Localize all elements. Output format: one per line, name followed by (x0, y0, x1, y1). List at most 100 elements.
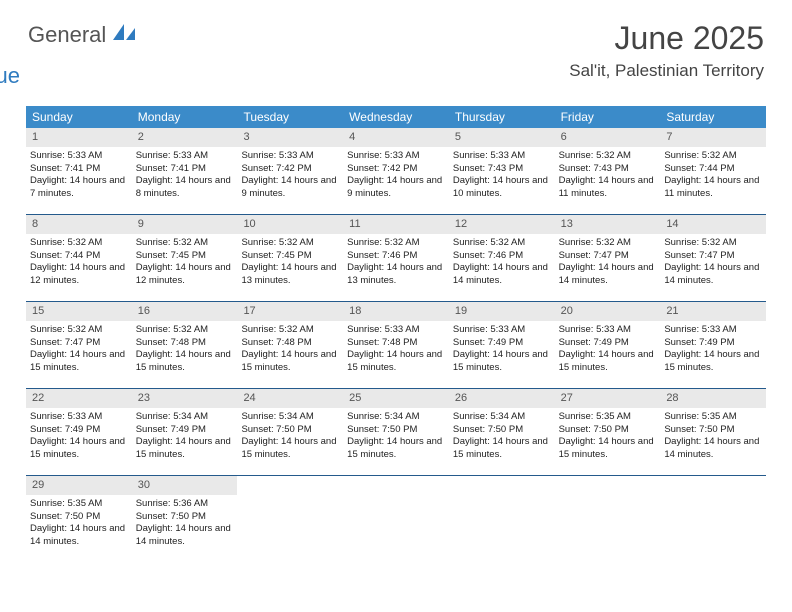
calendar-day: 8Sunrise: 5:32 AMSunset: 7:44 PMDaylight… (26, 215, 132, 301)
brand-word1: General (28, 22, 106, 47)
day-number: 19 (449, 302, 555, 321)
daylight-line: Daylight: 14 hours and 10 minutes. (453, 175, 551, 201)
calendar-week: 29Sunrise: 5:35 AMSunset: 7:50 PMDayligh… (26, 476, 766, 562)
daylight-line: Daylight: 14 hours and 11 minutes. (664, 175, 762, 201)
sunset-line: Sunset: 7:45 PM (136, 250, 234, 263)
calendar-day: 21Sunrise: 5:33 AMSunset: 7:49 PMDayligh… (660, 302, 766, 388)
daylight-line: Daylight: 14 hours and 15 minutes. (30, 436, 128, 462)
sunrise-line: Sunrise: 5:33 AM (453, 324, 551, 337)
calendar-day: 9Sunrise: 5:32 AMSunset: 7:45 PMDaylight… (132, 215, 238, 301)
daylight-line: Daylight: 14 hours and 15 minutes. (453, 436, 551, 462)
sunrise-line: Sunrise: 5:33 AM (347, 324, 445, 337)
day-number: 15 (26, 302, 132, 321)
header-block: June 2025 Sal'it, Palestinian Territory (569, 20, 764, 81)
sunset-line: Sunset: 7:49 PM (30, 424, 128, 437)
day-number: 26 (449, 389, 555, 408)
sunrise-line: Sunrise: 5:33 AM (30, 411, 128, 424)
daylight-line: Daylight: 14 hours and 15 minutes. (136, 436, 234, 462)
daylight-line: Daylight: 14 hours and 13 minutes. (347, 262, 445, 288)
sunset-line: Sunset: 7:41 PM (30, 163, 128, 176)
dow-monday: Monday (132, 106, 238, 128)
day-number: 8 (26, 215, 132, 234)
sunrise-line: Sunrise: 5:32 AM (241, 324, 339, 337)
calendar-day: 13Sunrise: 5:32 AMSunset: 7:47 PMDayligh… (555, 215, 661, 301)
sunset-line: Sunset: 7:42 PM (347, 163, 445, 176)
day-number: 21 (660, 302, 766, 321)
day-number: 3 (237, 128, 343, 147)
dow-sunday: Sunday (26, 106, 132, 128)
calendar-day: 15Sunrise: 5:32 AMSunset: 7:47 PMDayligh… (26, 302, 132, 388)
sunset-line: Sunset: 7:41 PM (136, 163, 234, 176)
calendar-day: 1Sunrise: 5:33 AMSunset: 7:41 PMDaylight… (26, 128, 132, 214)
sunset-line: Sunset: 7:48 PM (241, 337, 339, 350)
sunset-line: Sunset: 7:49 PM (136, 424, 234, 437)
daylight-line: Daylight: 14 hours and 14 minutes. (664, 262, 762, 288)
dow-wednesday: Wednesday (343, 106, 449, 128)
daylight-line: Daylight: 14 hours and 15 minutes. (453, 349, 551, 375)
calendar-day: 17Sunrise: 5:32 AMSunset: 7:48 PMDayligh… (237, 302, 343, 388)
daylight-line: Daylight: 14 hours and 15 minutes. (664, 349, 762, 375)
day-number: 29 (26, 476, 132, 495)
day-number: 5 (449, 128, 555, 147)
dow-tuesday: Tuesday (237, 106, 343, 128)
sunrise-line: Sunrise: 5:33 AM (136, 150, 234, 163)
day-of-week-header: Sunday Monday Tuesday Wednesday Thursday… (26, 106, 766, 128)
daylight-line: Daylight: 14 hours and 7 minutes. (30, 175, 128, 201)
sunset-line: Sunset: 7:50 PM (347, 424, 445, 437)
calendar-day: 25Sunrise: 5:34 AMSunset: 7:50 PMDayligh… (343, 389, 449, 475)
calendar-day: 28Sunrise: 5:35 AMSunset: 7:50 PMDayligh… (660, 389, 766, 475)
sunrise-line: Sunrise: 5:33 AM (347, 150, 445, 163)
calendar-day: 11Sunrise: 5:32 AMSunset: 7:46 PMDayligh… (343, 215, 449, 301)
sunrise-line: Sunrise: 5:36 AM (136, 498, 234, 511)
sunset-line: Sunset: 7:50 PM (30, 511, 128, 524)
calendar-week: 15Sunrise: 5:32 AMSunset: 7:47 PMDayligh… (26, 302, 766, 389)
sunset-line: Sunset: 7:50 PM (453, 424, 551, 437)
daylight-line: Daylight: 14 hours and 13 minutes. (241, 262, 339, 288)
calendar-day: 24Sunrise: 5:34 AMSunset: 7:50 PMDayligh… (237, 389, 343, 475)
sail-icon (113, 24, 137, 47)
sunrise-line: Sunrise: 5:33 AM (453, 150, 551, 163)
calendar-week: 22Sunrise: 5:33 AMSunset: 7:49 PMDayligh… (26, 389, 766, 476)
location-label: Sal'it, Palestinian Territory (569, 61, 764, 81)
sunset-line: Sunset: 7:43 PM (453, 163, 551, 176)
daylight-line: Daylight: 14 hours and 14 minutes. (559, 262, 657, 288)
calendar-day: 16Sunrise: 5:32 AMSunset: 7:48 PMDayligh… (132, 302, 238, 388)
day-number: 12 (449, 215, 555, 234)
day-number: 22 (26, 389, 132, 408)
sunset-line: Sunset: 7:47 PM (664, 250, 762, 263)
calendar-day: 6Sunrise: 5:32 AMSunset: 7:43 PMDaylight… (555, 128, 661, 214)
day-number: 6 (555, 128, 661, 147)
daylight-line: Daylight: 14 hours and 15 minutes. (559, 436, 657, 462)
calendar-day: 23Sunrise: 5:34 AMSunset: 7:49 PMDayligh… (132, 389, 238, 475)
daylight-line: Daylight: 14 hours and 9 minutes. (241, 175, 339, 201)
daylight-line: Daylight: 14 hours and 15 minutes. (30, 349, 128, 375)
sunset-line: Sunset: 7:50 PM (664, 424, 762, 437)
sunset-line: Sunset: 7:42 PM (241, 163, 339, 176)
sunset-line: Sunset: 7:48 PM (347, 337, 445, 350)
sunrise-line: Sunrise: 5:33 AM (241, 150, 339, 163)
day-number: 4 (343, 128, 449, 147)
day-number: 25 (343, 389, 449, 408)
sunrise-line: Sunrise: 5:32 AM (136, 237, 234, 250)
daylight-line: Daylight: 14 hours and 15 minutes. (347, 349, 445, 375)
daylight-line: Daylight: 14 hours and 15 minutes. (241, 349, 339, 375)
calendar-day: 12Sunrise: 5:32 AMSunset: 7:46 PMDayligh… (449, 215, 555, 301)
sunrise-line: Sunrise: 5:32 AM (559, 150, 657, 163)
day-number: 30 (132, 476, 238, 495)
day-number: 28 (660, 389, 766, 408)
day-number: 16 (132, 302, 238, 321)
sunset-line: Sunset: 7:45 PM (241, 250, 339, 263)
sunrise-line: Sunrise: 5:32 AM (559, 237, 657, 250)
day-number: 23 (132, 389, 238, 408)
sunrise-line: Sunrise: 5:33 AM (664, 324, 762, 337)
sunrise-line: Sunrise: 5:32 AM (136, 324, 234, 337)
calendar-week: 8Sunrise: 5:32 AMSunset: 7:44 PMDaylight… (26, 215, 766, 302)
daylight-line: Daylight: 14 hours and 8 minutes. (136, 175, 234, 201)
sunset-line: Sunset: 7:50 PM (241, 424, 339, 437)
sunrise-line: Sunrise: 5:32 AM (664, 150, 762, 163)
daylight-line: Daylight: 14 hours and 12 minutes. (30, 262, 128, 288)
sunrise-line: Sunrise: 5:32 AM (453, 237, 551, 250)
sunrise-line: Sunrise: 5:33 AM (30, 150, 128, 163)
daylight-line: Daylight: 14 hours and 12 minutes. (136, 262, 234, 288)
brand-logo: General Blue (28, 24, 137, 87)
